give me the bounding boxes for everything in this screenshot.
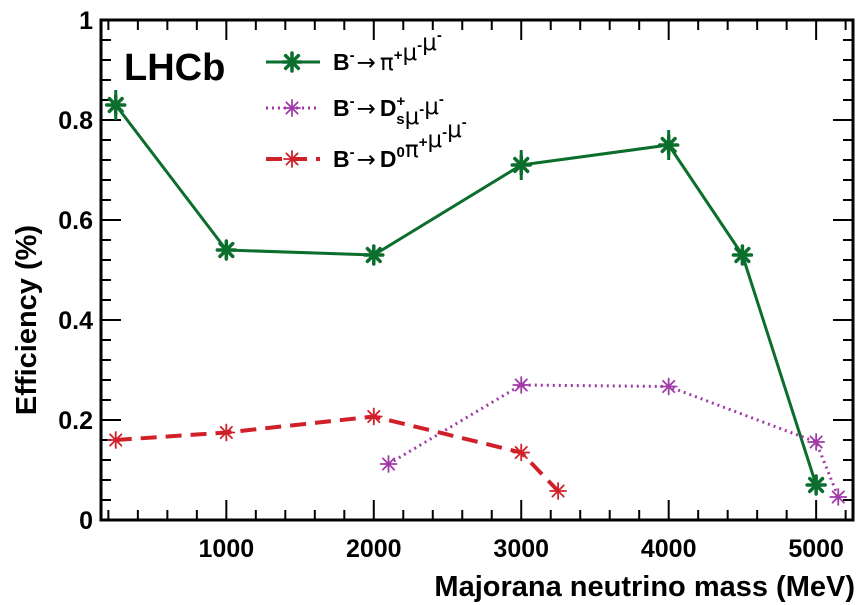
legend-parent: B xyxy=(333,49,350,75)
x-tick-label: 4000 xyxy=(641,535,697,563)
legend-superscript: - xyxy=(350,93,355,110)
y-tick-label: 0.2 xyxy=(58,407,93,435)
legend-particle: π xyxy=(405,137,419,163)
legend-particle: μ xyxy=(403,40,418,66)
legend-particle: D xyxy=(380,95,397,121)
data-point-marker xyxy=(104,94,127,116)
data-point-marker xyxy=(659,377,678,396)
series-1 xyxy=(104,90,827,496)
legend-superscript: - xyxy=(350,144,355,161)
x-axis-title: Majorana neutrino mass (MeV) xyxy=(434,571,855,603)
legend-superscript: - xyxy=(417,37,422,54)
legend-particle: π xyxy=(380,50,394,76)
legend-arrow: → xyxy=(357,50,376,76)
data-point-marker xyxy=(106,431,125,449)
data-point-marker xyxy=(283,99,301,117)
legend-parent: B xyxy=(333,146,350,172)
legend-arrow: → xyxy=(357,96,376,122)
y-tick-label: 0.6 xyxy=(58,207,93,235)
lhcb-watermark: LHCb xyxy=(124,47,225,89)
y-tick-label: 0.4 xyxy=(58,307,93,335)
plot-frame xyxy=(99,18,855,522)
data-point-marker xyxy=(807,433,826,451)
legend-label: B-→ π+μ-μ- xyxy=(333,27,442,76)
legend-superscript: - xyxy=(439,91,444,108)
legend-arrow: → xyxy=(357,147,376,173)
legend-superscript: - xyxy=(419,101,424,118)
data-point-marker xyxy=(731,244,754,266)
legend-particle: μ xyxy=(424,94,439,120)
legend-label: B-→ D0π+μ-μ- xyxy=(333,114,467,173)
series-3-line xyxy=(115,414,560,493)
data-point-marker xyxy=(283,150,301,168)
data-point-marker xyxy=(364,407,383,426)
legend-superscript: - xyxy=(350,47,355,64)
legend-particle: D xyxy=(380,146,397,172)
data-point-marker xyxy=(829,488,848,506)
legend-superscript: - xyxy=(462,114,467,131)
x-tick-label: 2000 xyxy=(346,535,402,563)
legend-parent: B xyxy=(333,95,350,121)
data-point-marker xyxy=(657,134,680,156)
y-tick-label: 0 xyxy=(79,507,93,535)
series-2 xyxy=(379,376,848,506)
axes: 1000 2000 3000 4000 5000 0 0.2 0.4 0.6 0.8 1 xyxy=(58,7,855,563)
legend-particle: μ xyxy=(422,30,437,56)
legend-label: B-→ D+ sμ-μ- xyxy=(333,91,444,130)
legend-superscript: - xyxy=(442,124,447,141)
data-point-marker xyxy=(217,423,236,442)
legend-superscript: + xyxy=(419,134,428,151)
y-axis-title: Efficiency (%) xyxy=(11,225,43,415)
legend-superscript: + xyxy=(394,47,403,64)
series-2-line xyxy=(387,383,840,498)
data-point-marker xyxy=(512,443,531,462)
legend-superscript: - xyxy=(437,27,442,44)
legend-entry-2: B-→ D+ sμ-μ- xyxy=(266,91,444,130)
legend: B-→ π+μ-μ-B-→ D+ sμ-μ-B-→ D0π+μ-μ- xyxy=(266,27,467,173)
legend-superscript: 0 xyxy=(397,144,405,161)
legend-particle: μ xyxy=(447,117,462,143)
data-point-marker xyxy=(281,51,303,73)
data-point-marker xyxy=(512,376,531,394)
x-tick-label: 5000 xyxy=(788,535,844,563)
x-tick-label: 1000 xyxy=(199,535,255,563)
legend-particle: μ xyxy=(405,104,420,130)
x-tick-label: 3000 xyxy=(493,535,549,563)
data-point-marker xyxy=(549,482,567,500)
data-point-marker xyxy=(379,455,398,473)
legend-particle: μ xyxy=(428,127,443,153)
y-tick-label: 1 xyxy=(79,7,93,35)
data-point-marker xyxy=(805,474,827,496)
y-tick-label: 0.8 xyxy=(58,107,93,135)
data-point-marker xyxy=(363,244,385,266)
data-point-marker xyxy=(215,239,238,261)
legend-entry-3: B-→ D0π+μ-μ- xyxy=(266,114,467,173)
legend-subscript: s xyxy=(396,111,404,128)
legend-entry-1: B-→ π+μ-μ- xyxy=(266,27,442,76)
data-point-marker xyxy=(510,154,532,176)
series-layer xyxy=(104,90,848,506)
series-3 xyxy=(106,407,567,500)
legend-superscript: + xyxy=(397,93,406,110)
